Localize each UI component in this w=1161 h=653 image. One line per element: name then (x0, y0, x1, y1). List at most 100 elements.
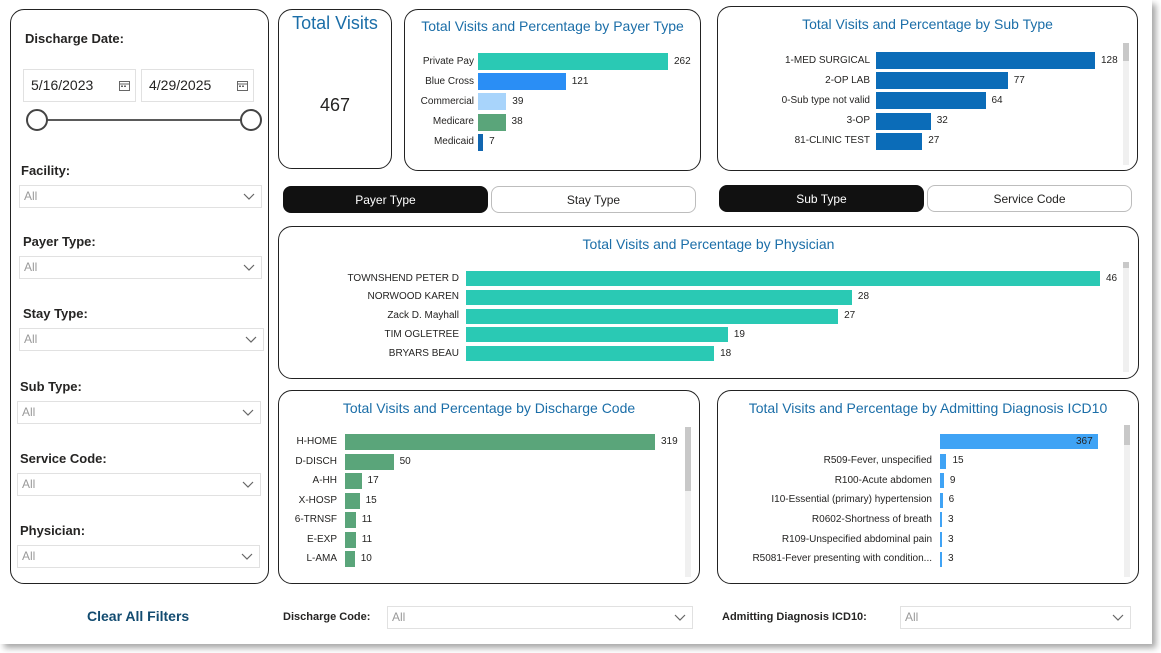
discharge-code-bars: H-HOME 319 D-DISCH 50 A-HH 17 X-HOSP 15 6-TRNSF 1… (279, 391, 699, 583)
bar-value: 9 (949, 474, 956, 486)
bar[interactable] (478, 133, 484, 151)
calendar-icon[interactable] (119, 80, 130, 91)
clear-all-filters-button[interactable]: Clear All Filters (87, 608, 190, 624)
admitting-diagnosis-bars: 367 R509-Fever, unspecified 15 R100-Acute a… (718, 391, 1138, 583)
bar-value: 10 (360, 553, 372, 564)
bar-value: 3 (948, 553, 954, 565)
bar[interactable] (345, 434, 655, 450)
sub-type-value: All (22, 405, 36, 419)
bar[interactable] (876, 132, 923, 150)
bar[interactable] (940, 551, 942, 567)
sub-type-toggle[interactable]: Sub Type (719, 185, 924, 212)
bar[interactable] (345, 531, 356, 548)
total-visits-title: Total Visits (292, 13, 378, 33)
bar-label: D-DISCH (295, 455, 337, 467)
bar-label: R109-Unspecified abdominal pain (781, 533, 932, 545)
bar[interactable] (345, 551, 355, 567)
bar-label: R0602-Shortness of breath (811, 513, 932, 525)
start-date-input[interactable]: 5/16/2023 (23, 69, 136, 102)
bar-value: 19 (733, 328, 745, 340)
total-visits-card: Total Visits 467 (278, 9, 392, 169)
discharge-code-dropdown[interactable]: All (387, 606, 693, 629)
discharge-code-scroll-thumb[interactable] (685, 427, 691, 491)
date-slider-end-handle[interactable] (240, 109, 262, 131)
bar[interactable] (940, 492, 943, 508)
bar[interactable] (345, 473, 362, 489)
bar[interactable] (466, 271, 1100, 286)
bar[interactable] (940, 532, 942, 547)
bar[interactable] (940, 453, 947, 469)
facility-dropdown[interactable]: All (19, 185, 262, 208)
physician-dropdown[interactable]: All (17, 545, 260, 568)
sub-type-chart-title: Total Visits and Percentage by Sub Type (802, 16, 1053, 32)
bar-label: X-HOSP (298, 494, 337, 506)
sub-type-chart: Total Visits and Percentage by Sub Type … (717, 6, 1138, 171)
end-date-input[interactable]: 4/29/2025 (141, 69, 254, 102)
payer-type-value: All (24, 260, 38, 274)
admitting-diagnosis-dropdown[interactable]: All (900, 606, 1131, 629)
bar-label: 81-CLINIC TEST (794, 135, 870, 147)
service-code-dropdown[interactable]: All (17, 473, 261, 496)
bar-label: 6-TRNSF (294, 514, 337, 525)
stay-type-dropdown[interactable]: All (19, 328, 264, 351)
bar[interactable] (466, 289, 852, 305)
physician-scroll-thumb[interactable] (1123, 262, 1129, 268)
bar-value: 64 (991, 94, 1003, 106)
physician-bars: TOWNSHEND PETER D 46 NORWOOD KAREN 28 Zack D… (279, 227, 1138, 378)
bar[interactable] (876, 112, 931, 130)
bar[interactable] (940, 473, 944, 489)
facility-label: Facility: (21, 163, 71, 178)
bar[interactable] (876, 72, 1008, 90)
bar-label: I10-Essential (primary) hypertension (771, 494, 932, 506)
sub-type-scrollbar[interactable] (1123, 43, 1129, 165)
stay-type-toggle[interactable]: Stay Type (491, 186, 696, 213)
sub-type-scroll-thumb[interactable] (1123, 43, 1129, 61)
payer-type-dropdown[interactable]: All (19, 256, 262, 279)
sub-type-dropdown[interactable]: All (17, 401, 261, 424)
bar[interactable] (876, 92, 986, 110)
payer-type-bars: Private Pay 262 Blue Cross 121 Commercial 39 M… (405, 10, 700, 170)
bar[interactable] (940, 434, 1098, 449)
bar[interactable] (478, 73, 566, 91)
admitting-diagnosis-scrollbar[interactable] (1124, 425, 1130, 577)
bar[interactable] (345, 492, 360, 509)
bar-label: TIM OGLETREE (384, 328, 459, 340)
bar[interactable] (478, 93, 507, 111)
bar[interactable] (345, 512, 356, 528)
payer-type-chart: Total Visits and Percentage by Payer Typ… (404, 9, 701, 171)
bar-value: 15 (952, 455, 964, 467)
chevron-down-icon (245, 336, 257, 343)
physician-label: Physician: (20, 523, 86, 538)
bar-value: 39 (512, 95, 524, 107)
bar[interactable] (478, 53, 668, 70)
bar-label: L-AMA (306, 553, 337, 564)
sub-type-label: Sub Type: (20, 379, 82, 394)
calendar-icon[interactable] (237, 80, 248, 91)
bar-value: 11 (361, 533, 373, 545)
bar[interactable] (876, 52, 1095, 69)
stay-type-value: All (24, 332, 38, 346)
chevron-down-icon (674, 614, 686, 621)
bar-value: 6 (948, 494, 955, 506)
bar-label: A-HH (312, 475, 337, 486)
date-slider-track[interactable] (37, 119, 251, 121)
physician-scrollbar[interactable] (1123, 262, 1129, 372)
bar-label: Medicaid (433, 136, 474, 148)
bar-label: 0-Sub type not valid (781, 94, 870, 106)
bar[interactable] (466, 327, 728, 343)
bar-label: NORWOOD KAREN (367, 291, 460, 303)
end-date-value: 4/29/2025 (149, 77, 212, 93)
service-code-toggle[interactable]: Service Code (927, 185, 1132, 212)
discharge-code-scrollbar[interactable] (685, 427, 691, 577)
bar-value: 28 (857, 291, 870, 303)
bar-value: 32 (936, 115, 948, 127)
bar[interactable] (466, 308, 839, 324)
bar[interactable] (466, 346, 715, 362)
bar[interactable] (345, 453, 394, 470)
bar[interactable] (940, 512, 942, 528)
payer-type-toggle[interactable]: Payer Type (283, 186, 488, 213)
bar-value: 3 (948, 533, 954, 545)
admitting-diagnosis-scroll-thumb[interactable] (1124, 425, 1130, 445)
bar[interactable] (478, 113, 506, 131)
date-slider-start-handle[interactable] (26, 109, 48, 131)
